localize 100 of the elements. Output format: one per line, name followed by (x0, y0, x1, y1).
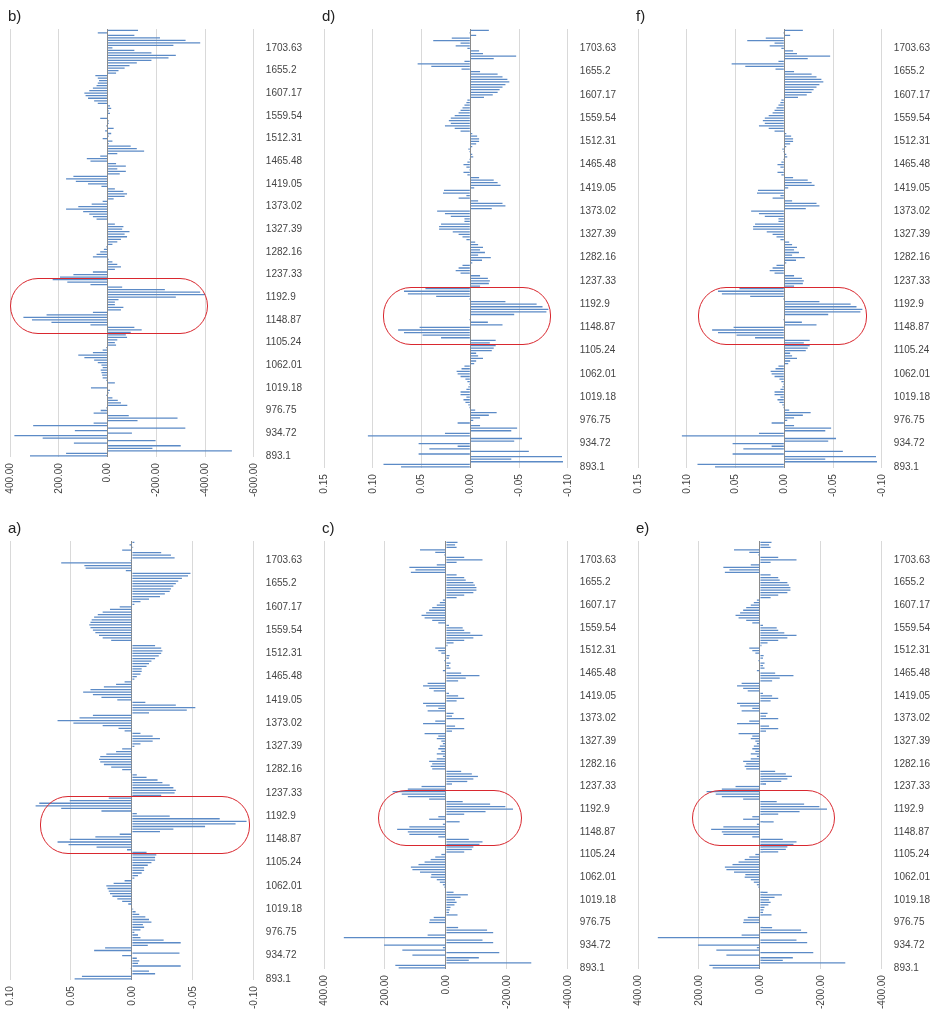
y-tick-label: 976.75 (579, 916, 611, 928)
x-tick-label: -0.05 (826, 473, 838, 497)
x-tick-label: -0.05 (512, 473, 524, 497)
y-tick-label: 1192.9 (579, 297, 611, 309)
y-tick-label: 1559.54 (579, 111, 617, 123)
x-tick-label: -0.10 (247, 985, 259, 1009)
x-tick-label: 200.00 (378, 974, 390, 1006)
y-tick-label: 1019.18 (893, 390, 931, 402)
y-tick-label: 1559.54 (893, 111, 931, 123)
y-tick-label: 976.75 (579, 414, 611, 426)
chart-title: a) (8, 518, 22, 536)
x-tick-label: 0.00 (101, 462, 113, 483)
y-tick-label: 1465.48 (265, 670, 303, 682)
x-tick-label: -400.00 (875, 974, 887, 1010)
y-tick-label: 976.75 (893, 414, 925, 426)
y-tick-label: 1419.05 (265, 693, 303, 705)
y-tick-label: 1192.9 (893, 297, 925, 309)
y-tick-label: 934.72 (579, 437, 611, 449)
y-tick-label: 1465.48 (893, 666, 931, 678)
y-tick-label: 1019.18 (579, 390, 617, 402)
y-tick-label: 1703.63 (579, 42, 617, 54)
y-tick-label: 1237.33 (265, 268, 303, 280)
y-tick-label: 1105.24 (893, 848, 930, 860)
y-tick-label: 1512.31 (893, 135, 931, 147)
y-tick-label: 1192.9 (579, 802, 611, 814)
y-tick-label: 1282.16 (579, 757, 617, 769)
y-tick-label: 1237.33 (265, 786, 303, 798)
y-tick-label: 1105.24 (893, 344, 930, 356)
y-tick-label: 1237.33 (579, 780, 617, 792)
y-tick-label: 1607.17 (579, 598, 617, 610)
y-tick-label: 1419.05 (579, 181, 617, 193)
y-tick-label: 1607.17 (265, 86, 303, 98)
y-tick-label: 1512.31 (579, 644, 617, 656)
y-tick-label: 1607.17 (265, 600, 303, 612)
y-tick-label: 1607.17 (893, 88, 931, 100)
y-tick-label: 1373.02 (579, 712, 617, 724)
y-tick-label: 1419.05 (893, 689, 931, 701)
y-tick-label: 1105.24 (265, 336, 302, 348)
y-tick-label: 1373.02 (579, 204, 617, 216)
x-tick-label: 0.00 (778, 473, 790, 494)
x-tick-label: -600.00 (247, 462, 259, 498)
x-tick-label: 400.00 (631, 974, 643, 1006)
y-tick-label: 1282.16 (265, 245, 303, 257)
y-tick-label: 1559.54 (265, 623, 303, 635)
y-tick-label: 1062.01 (893, 367, 931, 379)
y-tick-label: 1282.16 (265, 763, 303, 775)
x-tick-label: -400.00 (198, 462, 210, 498)
y-tick-label: 1559.54 (893, 621, 931, 633)
y-tick-label: 1373.02 (265, 200, 303, 212)
y-tick-label: 1105.24 (579, 848, 616, 860)
y-tick-label: 1105.24 (579, 344, 616, 356)
y-tick-label: 1237.33 (893, 274, 931, 286)
y-tick-label: 1062.01 (579, 870, 617, 882)
y-tick-label: 893.1 (579, 460, 606, 472)
x-tick-label: -200.00 (500, 974, 512, 1010)
y-tick-label: 1062.01 (579, 367, 617, 379)
y-tick-label: 1373.02 (893, 712, 931, 724)
y-tick-label: 893.1 (893, 961, 920, 973)
y-tick-label: 893.1 (579, 961, 606, 973)
y-tick-label: 1465.48 (579, 666, 617, 678)
chart-title: f) (636, 6, 646, 24)
y-tick-label: 1655.2 (893, 65, 925, 77)
y-tick-label: 1655.2 (265, 577, 297, 589)
chart-title: b) (8, 6, 22, 24)
x-tick-label: -400.00 (561, 974, 573, 1010)
x-tick-label: 400.00 (3, 462, 15, 494)
y-tick-label: 1655.2 (579, 576, 611, 588)
y-tick-label: 1655.2 (579, 65, 611, 77)
y-tick-label: 893.1 (893, 460, 920, 472)
x-tick-label: 0.10 (680, 473, 692, 494)
y-tick-label: 1237.33 (579, 274, 617, 286)
y-tick-label: 1148.87 (579, 825, 616, 837)
y-tick-label: 1019.18 (265, 381, 303, 393)
y-tick-label: 1148.87 (265, 833, 302, 845)
x-tick-label: 0.00 (439, 974, 451, 995)
y-tick-label: 934.72 (265, 426, 297, 438)
x-tick-label: 0.00 (464, 473, 476, 494)
y-tick-label: 976.75 (265, 404, 297, 416)
y-tick-label: 1512.31 (579, 135, 617, 147)
y-tick-label: 1327.39 (579, 228, 617, 240)
chart-title: e) (636, 518, 650, 536)
chart-title: c) (322, 518, 335, 536)
y-tick-label: 1607.17 (579, 88, 617, 100)
y-tick-label: 976.75 (265, 926, 297, 938)
y-tick-label: 1419.05 (265, 177, 303, 189)
y-tick-label: 934.72 (893, 938, 925, 950)
x-tick-label: 200.00 (692, 974, 704, 1006)
y-tick-label: 1327.39 (265, 740, 303, 752)
y-tick-label: 1559.54 (265, 109, 303, 121)
y-tick-label: 934.72 (579, 938, 611, 950)
y-tick-label: 1512.31 (265, 647, 303, 659)
y-tick-label: 1148.87 (579, 321, 616, 333)
x-tick-label: -200.00 (814, 974, 826, 1010)
y-tick-label: 1327.39 (893, 734, 931, 746)
y-tick-label: 1019.18 (893, 893, 931, 905)
y-tick-label: 1465.48 (265, 154, 303, 166)
y-tick-label: 1559.54 (579, 621, 617, 633)
y-tick-label: 1148.87 (265, 313, 302, 325)
y-tick-label: 1465.48 (893, 158, 931, 170)
x-tick-label: 0.15 (631, 473, 643, 494)
